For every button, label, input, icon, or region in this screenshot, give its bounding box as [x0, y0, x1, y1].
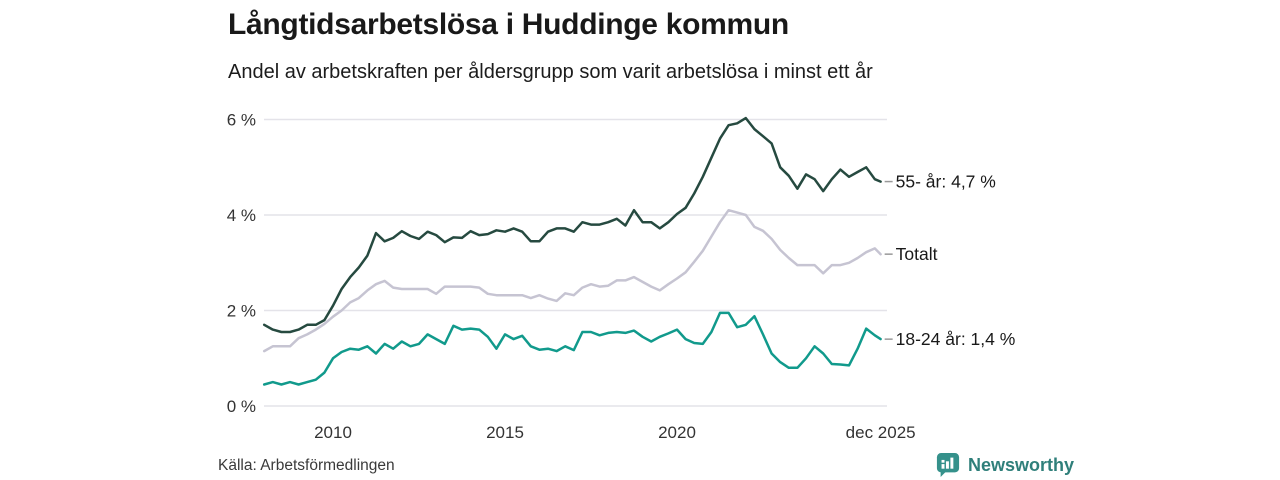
newsworthy-logo: Newsworthy [936, 452, 1074, 478]
series-end-label: 18-24 år: 1,4 % [896, 329, 1016, 349]
series-line-55- år [262, 116, 882, 334]
source-note: Källa: Arbetsförmedlingen [218, 457, 395, 474]
x-axis-tick-label: 2010 [314, 423, 352, 442]
chart-subtitle: Andel av arbetskraften per åldersgrupp s… [228, 61, 873, 83]
series-line-Totalt [262, 208, 882, 353]
x-axis-tick-label: 2015 [486, 423, 524, 442]
y-axis-tick-label: 2 % [227, 302, 256, 321]
page-title: Långtidsarbetslösa i Huddinge kommun [228, 8, 789, 41]
x-axis-tick-label: dec 2025 [846, 423, 916, 442]
y-axis-tick-label: 4 % [227, 206, 256, 225]
y-axis-tick-label: 6 % [227, 111, 256, 130]
series-line-18-24 år [262, 311, 882, 386]
bar-chart-speech-bubble-icon [936, 453, 960, 477]
y-axis-tick-label: 0 % [227, 397, 256, 416]
newsworthy-wordmark: Newsworthy [968, 454, 1075, 475]
series-end-label: Totalt [896, 244, 938, 264]
series-end-label: 55- år: 4,7 % [896, 172, 996, 192]
x-axis-tick-label: 2020 [658, 423, 696, 442]
